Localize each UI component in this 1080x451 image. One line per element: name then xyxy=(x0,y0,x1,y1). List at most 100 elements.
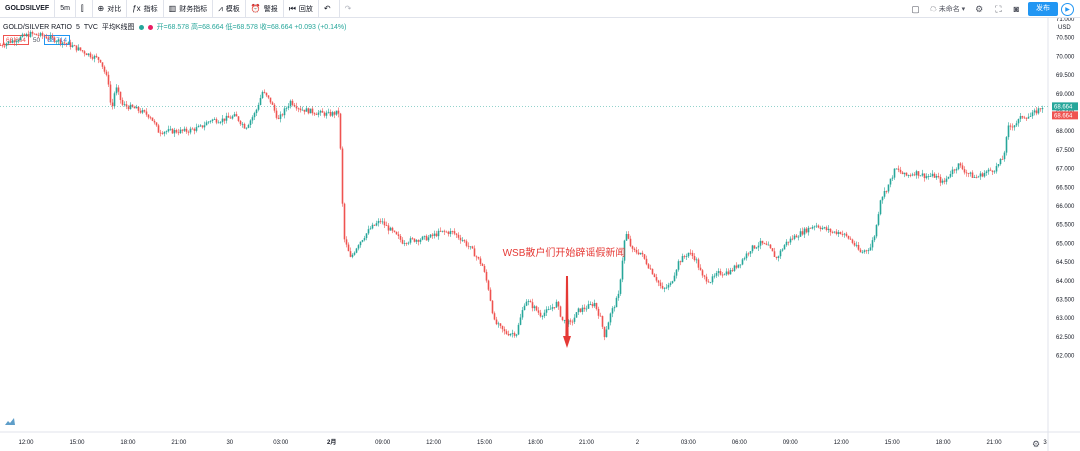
candle-body xyxy=(33,33,36,35)
price-tick-label: 69.000 xyxy=(1056,92,1075,98)
candle-body xyxy=(777,256,780,258)
camera-icon[interactable]: ◙ xyxy=(1013,4,1019,14)
candle-body xyxy=(807,227,810,233)
candle-body xyxy=(195,127,198,131)
candle-body xyxy=(833,231,836,233)
candle-body xyxy=(979,173,982,177)
candle-body xyxy=(41,33,44,36)
redo-button[interactable]: ↷ xyxy=(340,0,360,18)
candle-body xyxy=(735,265,738,268)
candle-body xyxy=(617,293,620,298)
candle-body xyxy=(357,245,360,249)
candle-body xyxy=(411,238,414,240)
candle-body xyxy=(207,121,210,123)
candle-body xyxy=(313,113,316,115)
candle-body xyxy=(831,232,834,233)
axis-settings-gear-icon[interactable]: ⚙ xyxy=(1032,439,1041,449)
candle-body xyxy=(771,248,774,252)
candle-body xyxy=(805,228,808,233)
candle-body xyxy=(137,106,140,111)
play-icon[interactable]: ▶ xyxy=(1061,2,1074,16)
financials-button[interactable]: ▥ 财务指标 xyxy=(164,0,214,18)
chart-legend: GOLD/SILVER RATIO 5 TVC 平均K线图 开=68.578 高… xyxy=(3,22,350,32)
price-chart[interactable]: 71.00070.50070.00069.50069.00068.50068.0… xyxy=(0,18,1080,451)
candle-body xyxy=(965,172,968,174)
layout-square-icon[interactable]: ▢ xyxy=(911,3,920,14)
candle-body xyxy=(295,106,298,109)
candle-body xyxy=(173,130,176,134)
candle-body xyxy=(721,274,724,276)
candle-body xyxy=(535,306,538,311)
replay-button[interactable]: ⏮ 回放 xyxy=(284,0,319,18)
candle-body xyxy=(663,287,666,289)
candle-body xyxy=(193,128,196,131)
candle-body xyxy=(593,302,596,307)
candle-body xyxy=(323,112,326,116)
candle-body xyxy=(27,34,30,37)
candle-body xyxy=(691,252,694,257)
candle-body xyxy=(153,120,156,123)
bid-badge[interactable]: 68.664 xyxy=(3,35,29,45)
candle-body xyxy=(63,42,66,44)
tradingview-logo-icon[interactable] xyxy=(4,417,16,427)
symbol-search[interactable]: GOLDSILVEF xyxy=(0,0,56,18)
undo-button[interactable]: ↶ xyxy=(319,0,340,18)
candle-body xyxy=(705,276,708,282)
fullscreen-icon[interactable]: ⛶ xyxy=(995,3,1002,14)
candle-body xyxy=(767,244,770,246)
publish-button[interactable]: 发布 xyxy=(1028,2,1058,16)
legend-title[interactable]: GOLD/SILVER RATIO xyxy=(3,23,72,31)
candle-body xyxy=(287,106,290,108)
indicators-button[interactable]: ƒx 指标 xyxy=(127,0,164,18)
candle-body xyxy=(435,233,438,237)
alert-button[interactable]: ⏰ 警报 xyxy=(246,0,284,18)
candle-body xyxy=(1,45,4,47)
candle-body xyxy=(171,128,174,134)
time-tick-label: 15:00 xyxy=(477,440,493,446)
legend-style: 平均K线图 xyxy=(101,24,135,31)
candle-body xyxy=(725,271,728,275)
candle-body xyxy=(867,250,870,252)
price-tick-label: 66.000 xyxy=(1056,204,1075,210)
candle-body xyxy=(227,115,230,118)
candle-body xyxy=(67,42,70,44)
settings-gear-icon[interactable]: ⚙ xyxy=(975,3,984,14)
compare-button[interactable]: ⊕ 对比 xyxy=(93,0,128,18)
candle-body xyxy=(569,320,572,322)
candle-body xyxy=(839,232,842,235)
templates-button[interactable]: ⩘ 模板 xyxy=(213,0,246,18)
candle-body xyxy=(883,191,886,197)
price-tick-label: 63.500 xyxy=(1056,298,1075,304)
candle-body xyxy=(747,253,750,255)
candle-body xyxy=(835,231,838,234)
candle-body xyxy=(769,244,772,249)
candle-body xyxy=(653,274,656,278)
candle-body xyxy=(181,129,184,131)
candle-body xyxy=(1041,108,1044,110)
candle-body xyxy=(403,243,406,244)
account-menu[interactable]: ☁ 未命名 ▾ xyxy=(929,6,966,13)
candle-body xyxy=(197,126,200,128)
candle-body xyxy=(407,242,410,244)
candle-body xyxy=(909,175,912,176)
candle-body xyxy=(379,220,382,222)
interval-button[interactable]: 5m xyxy=(55,0,76,18)
candle-body xyxy=(409,238,412,243)
candle-body xyxy=(61,42,64,45)
candle-body xyxy=(341,148,344,204)
candle-body xyxy=(167,129,170,132)
candle-body xyxy=(877,214,880,225)
candle-body xyxy=(801,231,804,235)
candle-body xyxy=(913,174,916,176)
ask-badge[interactable]: 68.714 xyxy=(44,35,71,45)
candle-body xyxy=(797,236,800,238)
chart-style-button[interactable]: ⫿ xyxy=(76,0,93,18)
candle-body xyxy=(657,280,660,283)
candle-body xyxy=(695,259,698,261)
candle-body xyxy=(811,227,814,229)
candle-body xyxy=(335,110,338,115)
time-tick-label: 12:00 xyxy=(18,440,34,446)
candle-body xyxy=(311,108,314,114)
candle-body xyxy=(571,321,574,323)
candle-body xyxy=(3,45,6,47)
